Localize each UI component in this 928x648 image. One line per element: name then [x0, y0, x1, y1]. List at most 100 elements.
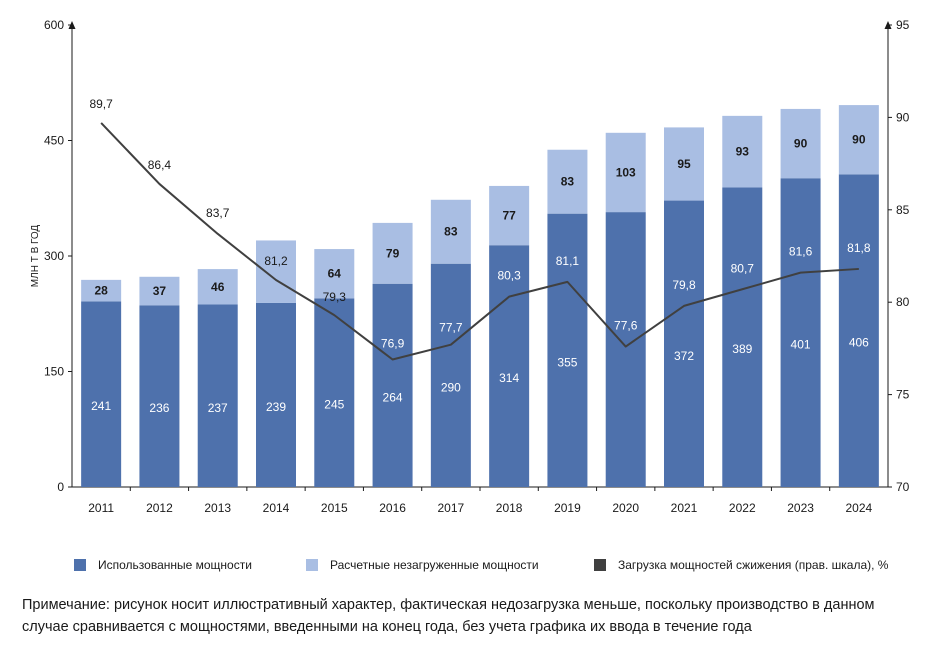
bar-used — [547, 213, 588, 487]
bar-used-label: 314 — [499, 371, 519, 385]
bar-unused-label: 37 — [153, 284, 167, 298]
bar-unused — [838, 105, 879, 175]
bar-used-label: 239 — [266, 400, 286, 414]
x-tick-label: 2015 — [321, 501, 348, 515]
load-line-path — [100, 122, 859, 361]
legend: Использованные мощности Расчетные незагр… — [0, 558, 928, 576]
y-tick-label-left: 150 — [44, 365, 64, 379]
chart-note: Примечание: рисунок носит иллюстративный… — [22, 597, 875, 635]
bar-used-label: 236 — [149, 401, 169, 415]
legend-label-unused: Расчетные незагруженные мощности — [330, 558, 539, 572]
line-point-label: 77,6 — [614, 319, 638, 333]
bar-unused — [489, 185, 530, 246]
bar-unused — [372, 222, 413, 284]
bar-used-label: 264 — [383, 390, 403, 404]
bar-used — [722, 187, 763, 487]
x-tick-label: 2018 — [496, 501, 523, 515]
bar-used — [780, 178, 821, 488]
bar-unused-label: 79 — [386, 246, 400, 260]
bar-unused-label: 90 — [852, 133, 866, 147]
line-point-label: 80,7 — [731, 261, 755, 275]
bar-unused — [780, 108, 821, 179]
legend-label-used: Использованные мощности — [98, 558, 252, 572]
bar-used — [256, 302, 296, 487]
y-tick-label-left: 0 — [57, 480, 64, 494]
bar-unused — [197, 269, 238, 305]
x-tick-label: 2022 — [729, 501, 756, 515]
y-tick-label-right: 70 — [896, 480, 910, 494]
line-point-label: 77,7 — [439, 321, 463, 335]
bar-used — [489, 245, 530, 487]
bar-unused-label: 93 — [736, 145, 750, 159]
x-tick-label: 2016 — [379, 501, 406, 515]
x-tick-label: 2019 — [554, 501, 581, 515]
bar-used — [81, 301, 122, 487]
bar-used-label: 241 — [91, 399, 111, 413]
y-tick-label-left: 600 — [44, 18, 64, 32]
x-tick-label: 2011 — [88, 501, 114, 515]
axes: 0 150 300 450 600 70 75 80 85 90 95 МЛН Т В ГОД 2011… — [30, 18, 910, 515]
bar-unused — [256, 240, 296, 303]
bar-unused — [664, 127, 704, 201]
bar-used-label: 372 — [674, 349, 694, 363]
line-point-label: 89,7 — [89, 97, 113, 111]
bar-used-label: 401 — [791, 338, 811, 352]
legend-item-load: Загрузка мощностей сжижения (прав. шкала… — [594, 558, 888, 572]
line-point-label: 79,8 — [672, 278, 696, 292]
line-point-label: 81,8 — [847, 241, 871, 255]
chart: 0 150 300 450 600 70 75 80 85 90 95 МЛН Т В ГОД 2011… — [30, 18, 910, 515]
bar-unused-label: 90 — [794, 137, 808, 151]
load-line — [100, 122, 859, 361]
bar-unused — [547, 149, 588, 214]
y-tick-label-right: 90 — [896, 110, 910, 124]
x-tick-label: 2021 — [671, 501, 698, 515]
bar-used-label: 245 — [324, 398, 344, 412]
y-tick-label-right: 80 — [896, 295, 910, 309]
bar-used-label: 237 — [208, 401, 228, 415]
x-tick-label: 2020 — [612, 501, 639, 515]
legend-label-load: Загрузка мощностей сжижения (прав. шкала… — [618, 558, 889, 572]
bar-used — [605, 212, 646, 488]
bar-unused-label: 95 — [677, 157, 691, 171]
bar-unused — [81, 279, 122, 302]
x-tick-label: 2013 — [204, 501, 231, 515]
bar-used-label: 406 — [849, 336, 869, 350]
y-tick-label-right: 95 — [896, 18, 910, 32]
legend-item-used: Использованные мощности — [74, 558, 252, 572]
legend-swatch-load — [594, 559, 606, 571]
legend-item-unused: Расчетные незагруженные мощности — [306, 558, 539, 572]
x-tick-label: 2017 — [438, 501, 465, 515]
x-tick-label: 2012 — [146, 501, 173, 515]
line-point-label: 81,1 — [556, 254, 580, 268]
bar-used — [197, 304, 238, 487]
bar-unused — [605, 132, 646, 213]
bar-used-label: 290 — [441, 380, 461, 394]
y-axis-title: МЛН Т В ГОД — [30, 225, 41, 288]
bar-unused-label: 103 — [616, 165, 636, 179]
line-point-label: 79,3 — [323, 290, 347, 304]
legend-swatch-used — [74, 559, 86, 571]
y-tick-label-right: 85 — [896, 203, 910, 217]
bar-unused-label: 83 — [561, 175, 575, 189]
bar-unused — [314, 249, 355, 299]
x-tick-label: 2024 — [846, 501, 873, 515]
bar-unused — [139, 276, 180, 306]
bar-used-label: 355 — [557, 355, 577, 369]
bar-unused — [722, 115, 763, 188]
line-point-label: 81,2 — [264, 254, 288, 268]
bar-unused-label: 64 — [328, 267, 342, 281]
bar-used — [139, 305, 180, 487]
line-point-label: 81,6 — [789, 245, 813, 259]
line-point-label: 83,7 — [206, 206, 230, 220]
bar-used-label: 389 — [732, 342, 752, 356]
line-point-label: 86,4 — [148, 158, 172, 172]
x-tick-label: 2014 — [263, 501, 290, 515]
line-point-label: 80,3 — [497, 269, 521, 283]
bar-used — [314, 298, 355, 487]
bars — [81, 105, 879, 488]
bar-used — [838, 174, 879, 487]
bar-unused — [430, 199, 471, 264]
y-tick-label-left: 450 — [44, 134, 64, 148]
bar-used — [430, 263, 471, 487]
